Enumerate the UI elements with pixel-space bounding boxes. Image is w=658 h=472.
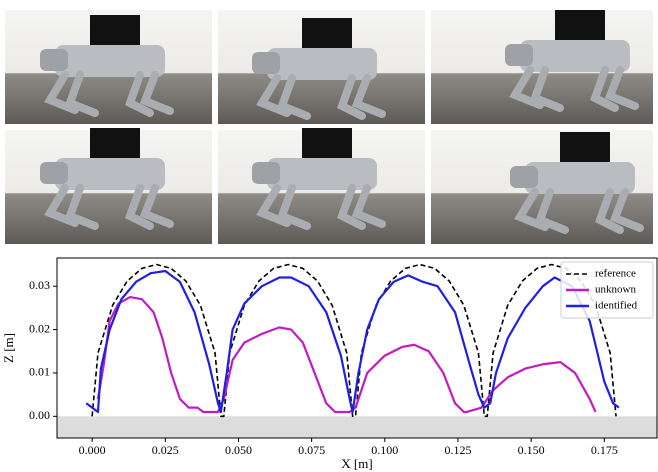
legend-box bbox=[560, 261, 654, 319]
photo bbox=[431, 10, 653, 124]
series-line bbox=[85, 269, 620, 414]
legend-label: identified bbox=[595, 300, 638, 312]
x-tick-label: 0.050 bbox=[225, 443, 252, 457]
x-tick-label: 0.000 bbox=[79, 443, 106, 457]
x-axis-label: X [m] bbox=[341, 456, 372, 471]
plot-frame bbox=[56, 257, 658, 439]
y-tick-label: 0.03 bbox=[29, 278, 50, 292]
photo bbox=[218, 10, 425, 124]
photo bbox=[5, 10, 212, 124]
chart: 0.000 0.025 0.050 0.075 0.100 0.125 0.150 0.175… bbox=[1, 257, 658, 471]
x-tick-label: 0.175 bbox=[591, 443, 618, 457]
x-tick-label: 0.075 bbox=[298, 443, 325, 457]
photo-grid bbox=[5, 10, 653, 244]
x-tick-label: 0.025 bbox=[152, 443, 179, 457]
legend-label: reference bbox=[595, 268, 636, 280]
photo bbox=[431, 130, 653, 244]
y-axis-label: Z [m] bbox=[1, 333, 16, 363]
x-tick-label: 0.125 bbox=[444, 443, 471, 457]
y-tick-label: 0.00 bbox=[29, 408, 50, 422]
photo bbox=[218, 128, 425, 244]
series-line bbox=[91, 263, 617, 418]
ground bbox=[57, 416, 657, 438]
y-tick-label: 0.01 bbox=[29, 365, 50, 379]
series-line bbox=[96, 295, 597, 414]
x-tick-label: 0.150 bbox=[518, 443, 545, 457]
photo bbox=[5, 128, 212, 244]
x-tick-label: 0.100 bbox=[371, 443, 398, 457]
y-tick-label: 0.02 bbox=[29, 321, 50, 335]
plot-area bbox=[85, 263, 620, 418]
legend-label: unknown bbox=[595, 284, 636, 296]
